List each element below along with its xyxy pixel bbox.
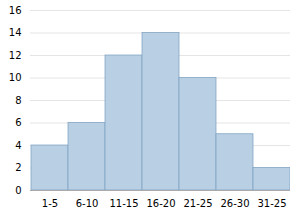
- svg-text:16-20: 16-20: [146, 198, 175, 209]
- svg-text:2: 2: [15, 162, 21, 173]
- svg-text:11-15: 11-15: [109, 198, 138, 209]
- svg-text:10: 10: [9, 72, 22, 83]
- svg-text:8: 8: [15, 95, 21, 106]
- svg-text:4: 4: [15, 140, 21, 151]
- svg-text:14: 14: [9, 27, 22, 38]
- svg-text:16: 16: [9, 5, 22, 16]
- svg-text:21-25: 21-25: [183, 198, 212, 209]
- svg-text:26-30: 26-30: [220, 198, 249, 209]
- svg-text:31-25: 31-25: [257, 198, 286, 209]
- svg-text:1-5: 1-5: [42, 198, 58, 209]
- svg-text:6: 6: [15, 117, 21, 128]
- svg-text:12: 12: [9, 50, 22, 61]
- svg-text:6-10: 6-10: [76, 198, 99, 209]
- svg-text:0: 0: [15, 185, 21, 196]
